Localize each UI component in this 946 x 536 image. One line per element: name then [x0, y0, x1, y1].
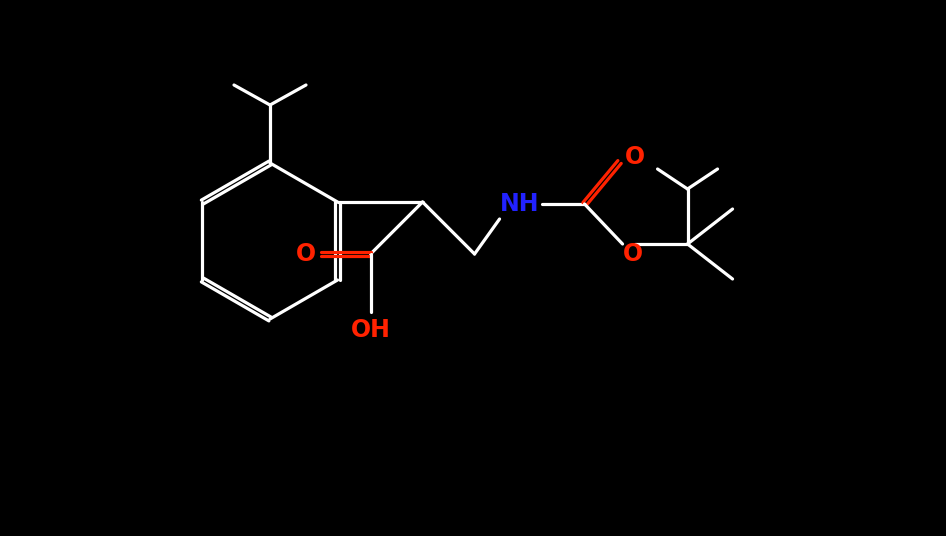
Text: O: O: [622, 242, 642, 266]
Text: NH: NH: [499, 192, 539, 216]
Text: OH: OH: [351, 318, 391, 342]
Text: O: O: [295, 242, 316, 266]
Text: O: O: [624, 145, 644, 169]
